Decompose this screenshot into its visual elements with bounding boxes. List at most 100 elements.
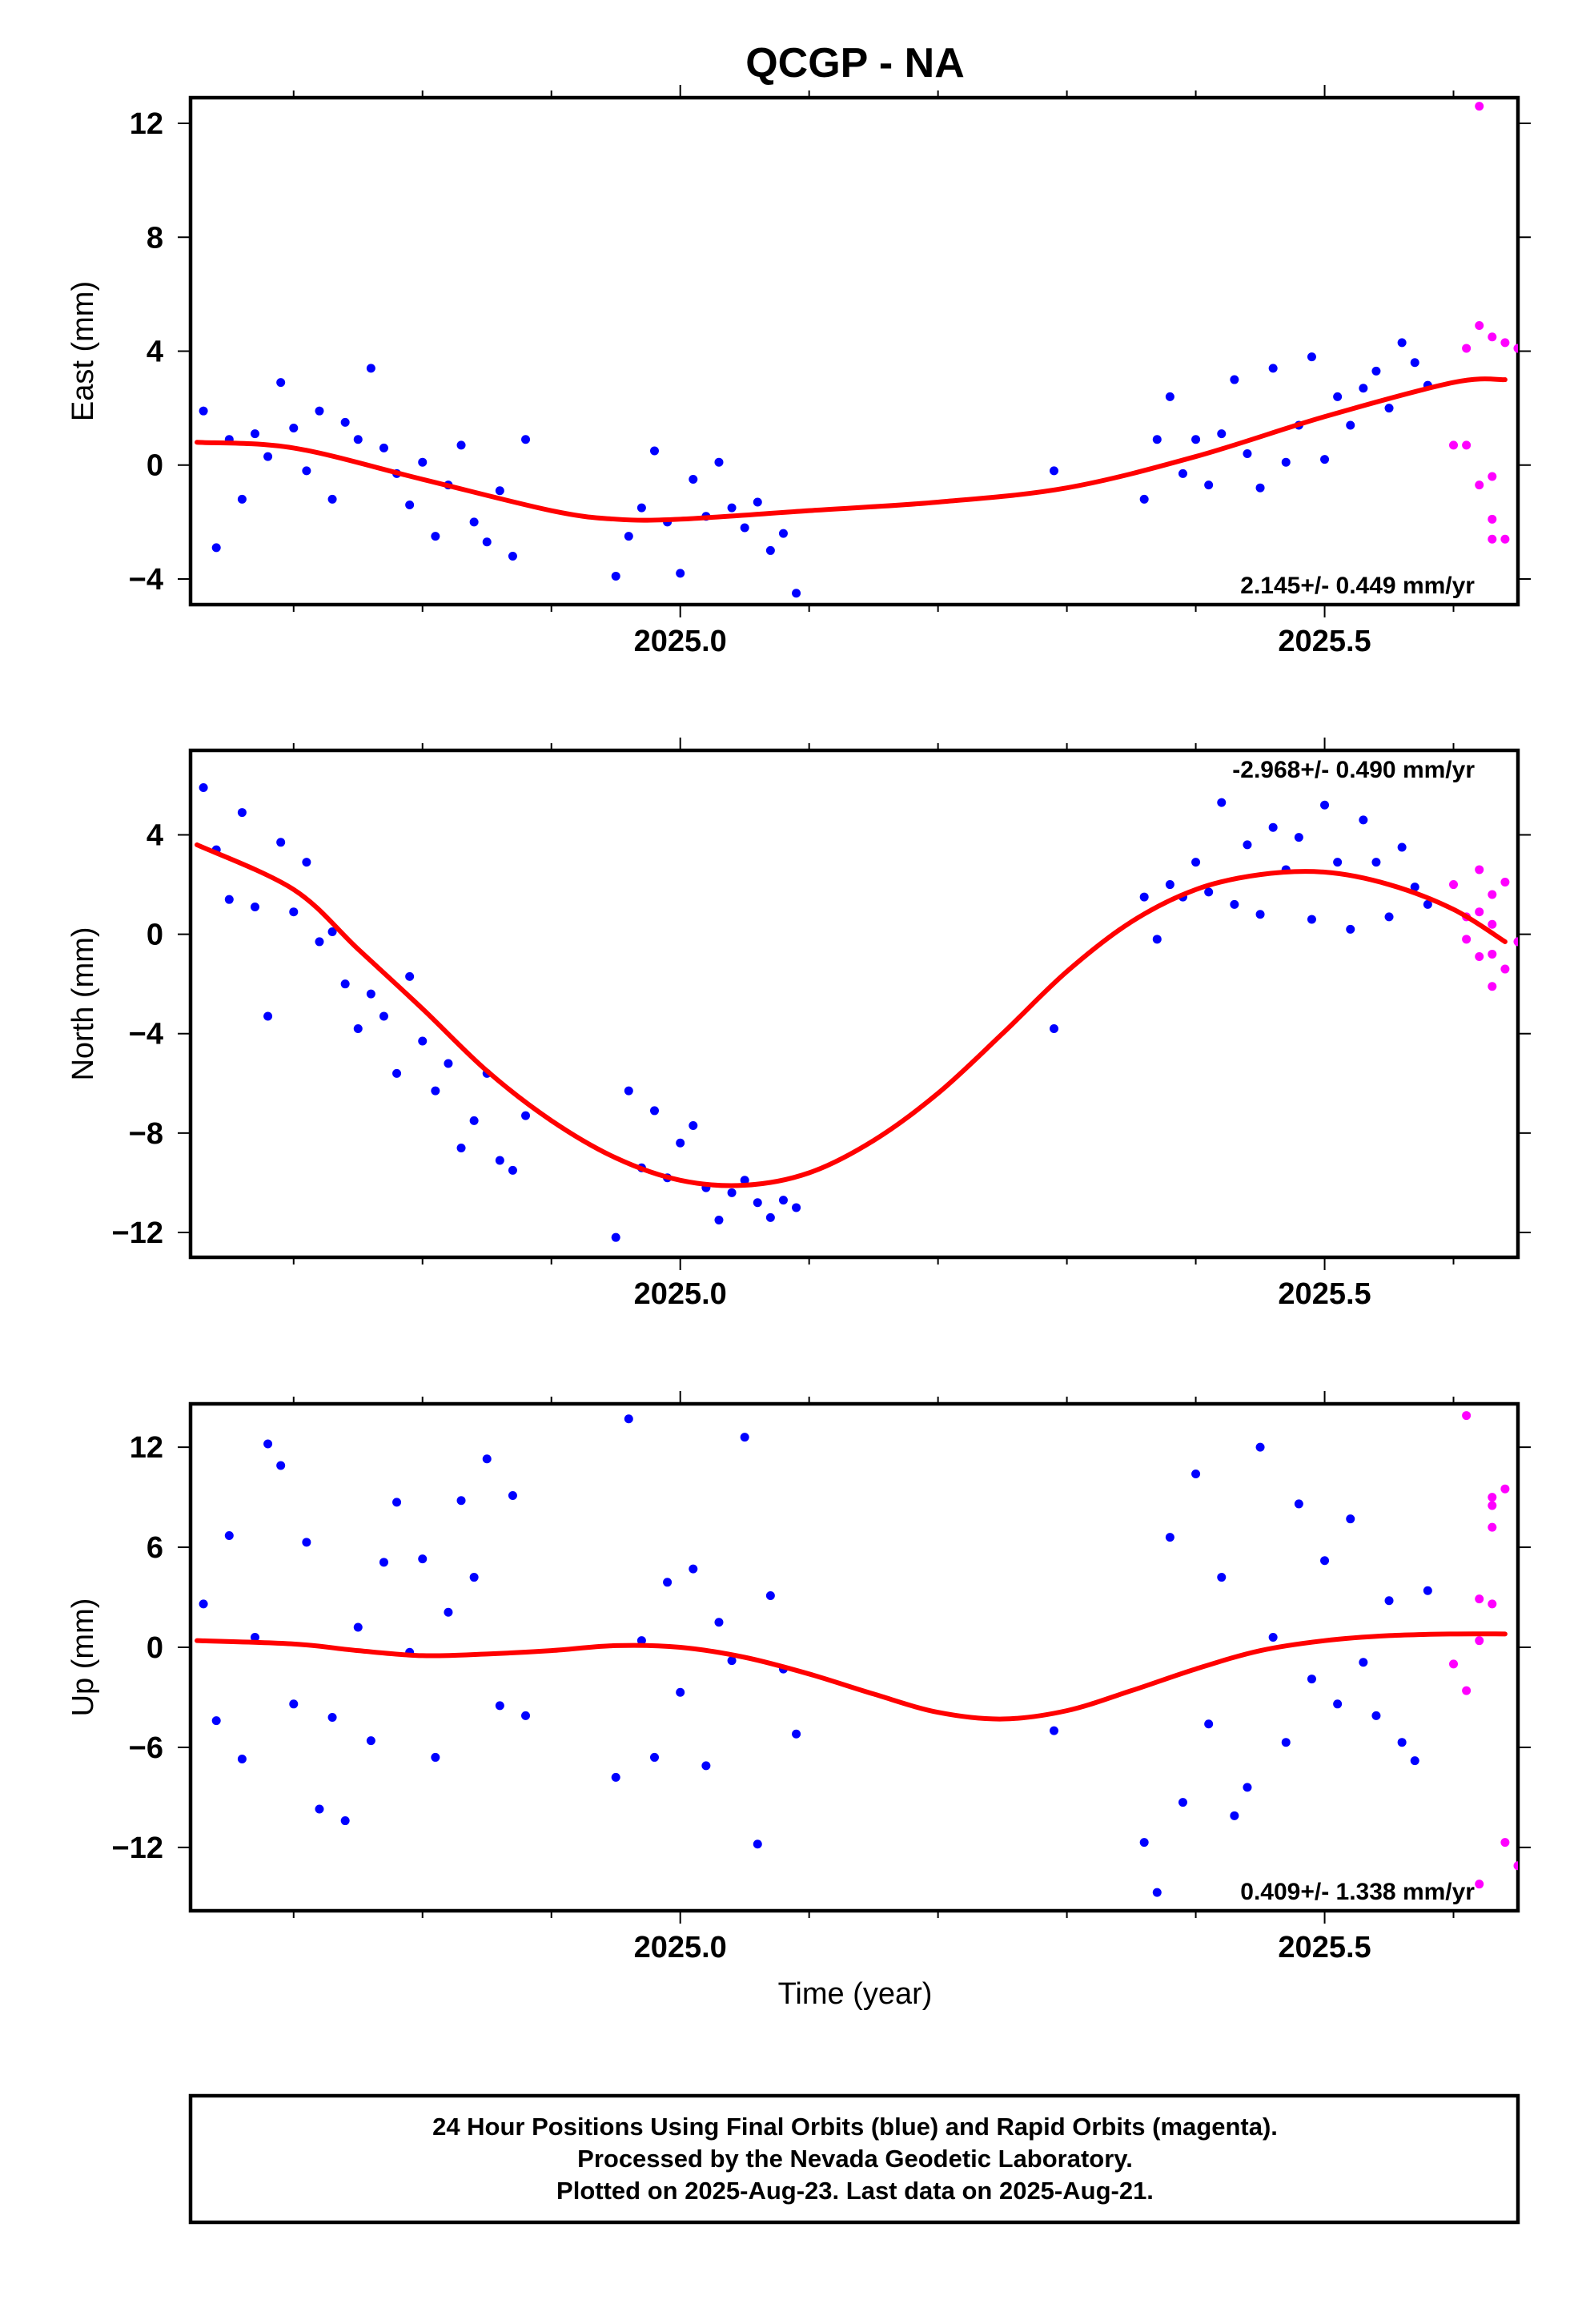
north-final-point (1230, 899, 1239, 909)
up-final-point (521, 1711, 531, 1720)
up-final-point (315, 1804, 324, 1814)
east-final-point (250, 429, 259, 439)
east-final-point (1359, 384, 1368, 393)
up-final-point (1217, 1573, 1227, 1582)
up-final-point (740, 1433, 749, 1442)
north-fit-line (195, 842, 1508, 1188)
up-final-point (1255, 1442, 1265, 1452)
north-final-point (778, 1196, 788, 1205)
east-rapid-point (1475, 320, 1484, 330)
north-final-point (521, 1111, 531, 1120)
east-final-point (289, 424, 299, 433)
north-final-point (250, 902, 259, 911)
up-final-point (1294, 1499, 1303, 1509)
north-final-point (199, 783, 208, 793)
up-rapid-point (1500, 1838, 1510, 1848)
north-final-point (1294, 833, 1303, 842)
up-final-point (1165, 1533, 1174, 1542)
east-final-point (366, 364, 375, 373)
up-final-point (1423, 1586, 1432, 1595)
north-data-layer (195, 783, 1518, 1242)
up-final-point (701, 1761, 711, 1771)
north-y-tick-label: −8 (129, 1117, 163, 1151)
north-rapid-point (1513, 937, 1518, 947)
north-final-point (340, 979, 350, 989)
up-final-point (469, 1573, 479, 1582)
north-rapid-point (1500, 964, 1510, 974)
up-final-point (1191, 1469, 1201, 1478)
east-y-tick-label: −4 (129, 563, 163, 597)
north-final-point (224, 895, 234, 904)
north-rate-label: -2.968+/- 0.490 mm/yr (1232, 757, 1475, 783)
up-final-point (431, 1752, 440, 1762)
north-final-point (469, 1116, 479, 1125)
up-final-point (1346, 1514, 1355, 1524)
east-final-point (1230, 375, 1239, 384)
north-rapid-point (1462, 935, 1472, 944)
east-rapid-point (1488, 472, 1497, 481)
up-final-point (482, 1454, 492, 1464)
plot-title: QCGP - NA (745, 40, 965, 86)
east-final-point (495, 486, 504, 496)
east-final-point (1371, 366, 1381, 376)
up-x-tick-label: 2025.5 (1278, 1931, 1371, 1964)
north-final-point (353, 1024, 363, 1034)
east-rapid-point (1449, 440, 1459, 450)
up-final-point (392, 1498, 402, 1507)
east-final-point (649, 446, 659, 456)
north-final-point (1165, 880, 1174, 890)
north-x-tick-label: 2025.0 (634, 1277, 727, 1311)
east-rapid-point (1500, 338, 1510, 348)
east-final-point (1320, 455, 1330, 464)
north-rapid-point (1449, 880, 1459, 890)
up-final-point (727, 1656, 737, 1666)
up-final-point (1281, 1738, 1291, 1747)
east-rapid-point (1500, 534, 1510, 544)
north-final-point (379, 1011, 388, 1021)
up-final-point (753, 1839, 762, 1849)
up-y-tick-label: −12 (112, 1831, 163, 1865)
up-rapid-point (1449, 1659, 1459, 1669)
up-y-tick-label: −6 (129, 1731, 163, 1765)
up-final-point (792, 1729, 801, 1739)
up-final-point (508, 1491, 517, 1501)
east-y-axis-label: East (mm) (66, 281, 100, 421)
north-final-point (302, 858, 311, 867)
north-final-point (1410, 883, 1419, 892)
up-final-point (689, 1564, 698, 1574)
up-final-point (302, 1538, 311, 1547)
east-final-point (1268, 364, 1278, 373)
caption-box (188, 2093, 1520, 2225)
east-final-point (1178, 468, 1187, 478)
north-final-point (327, 927, 337, 937)
north-rapid-point (1488, 949, 1497, 959)
up-final-point (379, 1558, 388, 1567)
up-final-point (714, 1618, 724, 1627)
up-final-point (263, 1439, 273, 1449)
north-final-point (624, 1086, 633, 1096)
north-rapid-point (1488, 919, 1497, 929)
north-final-point (1423, 899, 1432, 909)
up-final-point (353, 1622, 363, 1632)
north-final-point (418, 1036, 428, 1046)
north-final-point (1139, 892, 1149, 902)
east-fit-line (195, 376, 1508, 523)
x-axis-label: Time (year) (778, 1977, 933, 2011)
up-rapid-point (1462, 1411, 1472, 1421)
north-final-point (392, 1068, 402, 1078)
east-final-point (1281, 457, 1291, 467)
up-final-point (765, 1590, 775, 1600)
north-final-point (727, 1188, 737, 1197)
up-final-point (444, 1607, 453, 1617)
east-final-point (379, 443, 388, 452)
up-plot-frame (188, 1401, 1520, 1913)
east-final-point (1384, 404, 1394, 413)
up-final-point (276, 1461, 286, 1470)
north-y-tick-label: 0 (147, 919, 163, 952)
up-final-point (649, 1752, 659, 1762)
up-final-point (250, 1633, 259, 1642)
east-final-point (211, 543, 221, 553)
up-final-point (624, 1414, 633, 1424)
east-final-point (469, 517, 479, 527)
up-final-point (1204, 1719, 1214, 1729)
